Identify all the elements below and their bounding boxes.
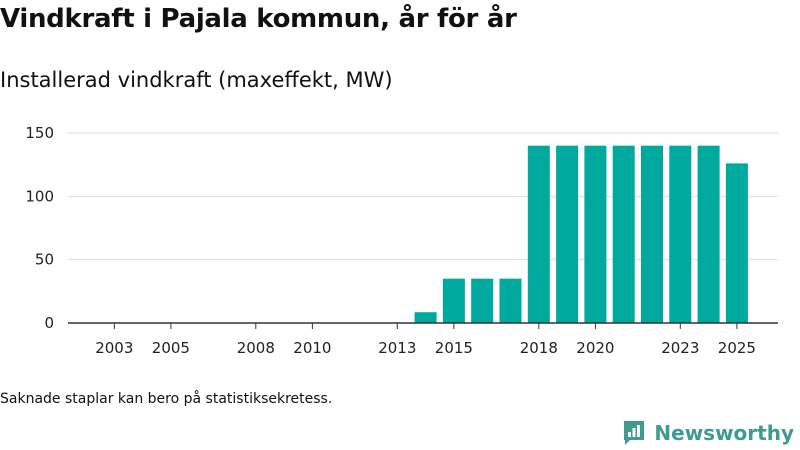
bar-2014 — [414, 312, 437, 323]
bar-2017 — [499, 278, 522, 323]
bar-2018 — [527, 145, 550, 323]
x-tick-label: 2005 — [152, 339, 190, 357]
y-tick-label: 100 — [25, 187, 54, 205]
chart-subtitle: Installerad vindkraft (maxeffekt, MW) — [0, 68, 393, 92]
bar-2023 — [669, 145, 692, 323]
x-tick-label: 2010 — [293, 339, 331, 357]
x-tick-label: 2020 — [576, 339, 614, 357]
chart-title: Vindkraft i Pajala kommun, år för år — [0, 4, 517, 34]
y-tick-label: 0 — [44, 314, 54, 332]
y-tick-label: 50 — [35, 251, 54, 269]
x-tick-label: 2025 — [718, 339, 756, 357]
bar-2016 — [471, 278, 494, 323]
bar-2020 — [584, 145, 607, 323]
x-axis — [68, 322, 778, 329]
footnote: Saknade staplar kan bero på statistiksek… — [0, 391, 333, 407]
brand-name: Newsworthy — [654, 421, 794, 445]
bar-2021 — [612, 145, 635, 323]
newsworthy-logo-icon — [624, 421, 645, 445]
x-tick-label: 2023 — [661, 339, 699, 357]
bars — [414, 145, 748, 323]
x-tick-label: 2003 — [95, 339, 133, 357]
x-tick-label: 2018 — [520, 339, 558, 357]
bar-2019 — [556, 145, 579, 323]
x-axis-labels: 2003 2005 2008 2010 2013 2015 2018 2020 2023 2025 — [95, 339, 756, 357]
x-tick-label: 2015 — [435, 339, 473, 357]
bar-2025 — [725, 163, 748, 323]
newsworthy-brand: Newsworthy — [622, 420, 794, 446]
x-tick-label: 2008 — [237, 339, 275, 357]
y-axis-labels: 0 50 100 150 — [25, 124, 54, 332]
bar-2024 — [697, 145, 720, 323]
bar-2022 — [641, 145, 663, 323]
bar-2015 — [442, 278, 465, 323]
y-tick-label: 150 — [25, 124, 54, 142]
x-tick-label: 2013 — [378, 339, 416, 357]
